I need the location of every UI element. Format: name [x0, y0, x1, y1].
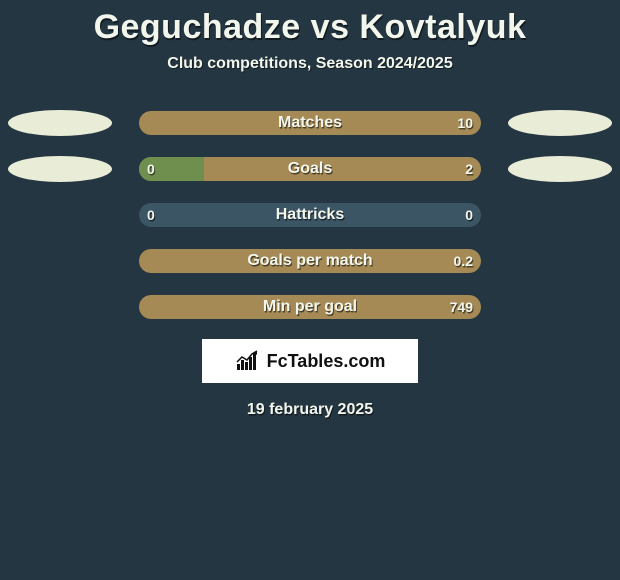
- logo-box: FcTables.com: [202, 339, 418, 383]
- stat-row: 0.2Goals per match: [0, 247, 620, 275]
- page-subtitle: Club competitions, Season 2024/2025: [0, 55, 620, 73]
- stat-bar: 00Hattricks: [139, 203, 481, 227]
- stat-row: 02Goals: [0, 155, 620, 183]
- logo-text: FcTables.com: [267, 351, 386, 372]
- stat-bar: 10Matches: [139, 111, 481, 135]
- stat-rows: 10Matches 02Goals 00Hattricks 0.2Goals per …: [0, 109, 620, 321]
- player-a-marker: [8, 156, 112, 182]
- player-a-marker: [8, 110, 112, 136]
- stat-bar: 0.2Goals per match: [139, 249, 481, 273]
- page-title: Geguchadze vs Kovtalyuk: [0, 8, 620, 47]
- stat-row: 00Hattricks: [0, 201, 620, 229]
- bar-fill-a: [139, 157, 204, 181]
- date-label: 19 february 2025: [0, 401, 620, 419]
- stat-bar: 749Min per goal: [139, 295, 481, 319]
- logo-chart-icon: [235, 350, 261, 372]
- comparison-card: Geguchadze vs Kovtalyuk Club competition…: [0, 0, 620, 580]
- stat-bar: 02Goals: [139, 157, 481, 181]
- player-b-marker: [508, 156, 612, 182]
- player-b-marker: [508, 110, 612, 136]
- stat-row: 749Min per goal: [0, 293, 620, 321]
- stat-row: 10Matches: [0, 109, 620, 137]
